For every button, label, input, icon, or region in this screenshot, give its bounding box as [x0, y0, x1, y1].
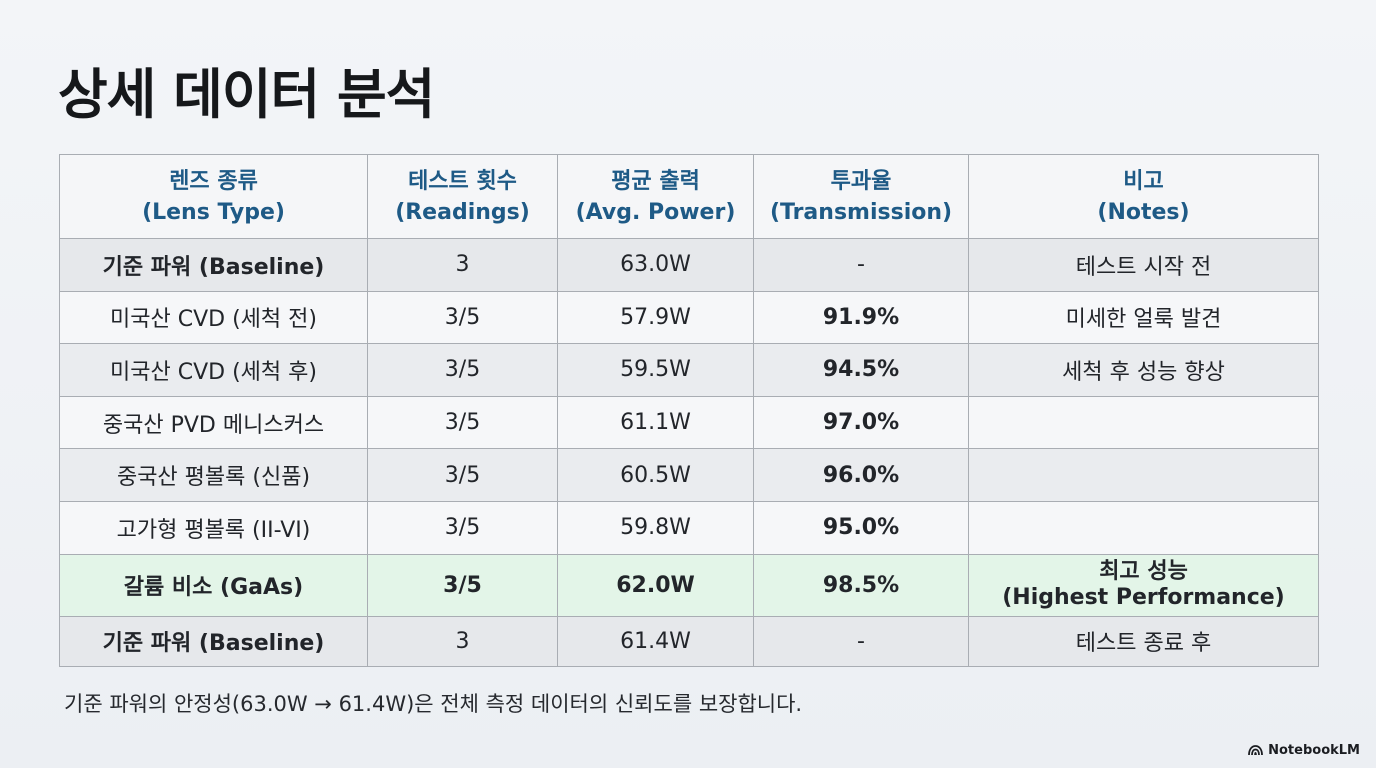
cell-readings: 3/5	[367, 395, 558, 450]
cell-transmission: 91.9%	[753, 290, 969, 345]
header-readings: 테스트 횟수 (Readings)	[367, 154, 558, 239]
header-label-en: (Notes)	[1097, 199, 1190, 225]
header-label-ko: 투과율	[830, 168, 892, 194]
cell-avg-power: 57.9W	[557, 290, 754, 345]
cell-lens-type: 중국산 PVD 메니스커스	[59, 395, 368, 450]
page-title: 상세 데이터 분석	[58, 63, 435, 126]
cell-notes: 테스트 종료 후	[968, 615, 1319, 667]
table-row: 중국산 평볼록 (신품) 3/5 60.5W 96.0%	[59, 448, 1319, 502]
header-label-ko: 테스트 횟수	[408, 168, 517, 194]
cell-lens-type: 갈륨 비소 (GaAs)	[59, 553, 368, 617]
cell-notes	[968, 500, 1319, 555]
header-label-ko: 렌즈 종류	[169, 168, 258, 194]
cell-transmission: -	[753, 238, 969, 292]
header-label-en: (Readings)	[395, 199, 530, 225]
cell-notes: 테스트 시작 전	[968, 238, 1319, 292]
header-avg-power: 평균 출력 (Avg. Power)	[557, 154, 754, 239]
table-row: 미국산 CVD (세척 전) 3/5 57.9W 91.9% 미세한 얼룩 발견	[59, 290, 1319, 345]
notes-line-ko: 최고 성능	[1099, 559, 1188, 585]
cell-readings: 3/5	[367, 290, 558, 345]
cell-avg-power: 60.5W	[557, 448, 754, 502]
cell-lens-type: 기준 파워 (Baseline)	[59, 238, 368, 292]
header-transmission: 투과율 (Transmission)	[753, 154, 969, 239]
header-label-en: (Avg. Power)	[575, 199, 736, 225]
cell-notes	[968, 448, 1319, 502]
cell-avg-power: 62.0W	[557, 553, 754, 617]
cell-readings: 3/5	[367, 553, 558, 617]
cell-lens-type: 중국산 평볼록 (신품)	[59, 448, 368, 502]
cell-transmission: -	[753, 615, 969, 667]
cell-readings: 3	[367, 238, 558, 292]
cell-lens-type: 기준 파워 (Baseline)	[59, 615, 368, 667]
header-label-en: (Transmission)	[769, 199, 953, 225]
header-label-ko: 비고	[1123, 168, 1164, 194]
cell-notes: 미세한 얼룩 발견	[968, 290, 1319, 345]
cell-notes: 세척 후 성능 향상	[968, 343, 1319, 397]
table-row: 중국산 PVD 메니스커스 3/5 61.1W 97.0%	[59, 395, 1319, 450]
footnote: 기준 파워의 안정성(63.0W → 61.4W)은 전체 측정 데이터의 신뢰…	[64, 692, 803, 716]
cell-transmission: 96.0%	[753, 448, 969, 502]
cell-notes: 최고 성능 (Highest Performance)	[968, 553, 1319, 617]
notebooklm-logo-icon	[1248, 745, 1264, 756]
table-row-baseline-start: 기준 파워 (Baseline) 3 63.0W - 테스트 시작 전	[59, 238, 1319, 292]
cell-transmission: 94.5%	[753, 343, 969, 397]
cell-avg-power: 59.8W	[557, 500, 754, 555]
header-label-ko: 평균 출력	[611, 168, 700, 194]
cell-lens-type: 미국산 CVD (세척 후)	[59, 343, 368, 397]
brand-watermark: NotebookLM	[1248, 743, 1360, 758]
table-row-baseline-end: 기준 파워 (Baseline) 3 61.4W - 테스트 종료 후	[59, 615, 1319, 667]
cell-avg-power: 61.4W	[557, 615, 754, 667]
cell-lens-type: 고가형 평볼록 (II-VI)	[59, 500, 368, 555]
notes-line-en: (Highest Performance)	[1002, 585, 1285, 611]
cell-avg-power: 61.1W	[557, 395, 754, 450]
cell-avg-power: 63.0W	[557, 238, 754, 292]
table-row: 미국산 CVD (세척 후) 3/5 59.5W 94.5% 세척 후 성능 향…	[59, 343, 1319, 397]
data-table: 렌즈 종류 (Lens Type) 테스트 횟수 (Readings) 평균 출…	[59, 154, 1319, 667]
header-lens-type: 렌즈 종류 (Lens Type)	[59, 154, 368, 239]
cell-avg-power: 59.5W	[557, 343, 754, 397]
cell-lens-type: 미국산 CVD (세척 전)	[59, 290, 368, 345]
cell-notes	[968, 395, 1319, 450]
table-row-highlight: 갈륨 비소 (GaAs) 3/5 62.0W 98.5% 최고 성능 (High…	[59, 553, 1319, 617]
cell-transmission: 98.5%	[753, 553, 969, 617]
cell-transmission: 95.0%	[753, 500, 969, 555]
header-label-en: (Lens Type)	[142, 199, 285, 225]
cell-transmission: 97.0%	[753, 395, 969, 450]
table-header-row: 렌즈 종류 (Lens Type) 테스트 횟수 (Readings) 평균 출…	[59, 154, 1319, 239]
cell-readings: 3/5	[367, 343, 558, 397]
cell-readings: 3	[367, 615, 558, 667]
brand-label: NotebookLM	[1268, 743, 1360, 758]
header-notes: 비고 (Notes)	[968, 154, 1319, 239]
cell-readings: 3/5	[367, 448, 558, 502]
table-row: 고가형 평볼록 (II-VI) 3/5 59.8W 95.0%	[59, 500, 1319, 555]
cell-readings: 3/5	[367, 500, 558, 555]
